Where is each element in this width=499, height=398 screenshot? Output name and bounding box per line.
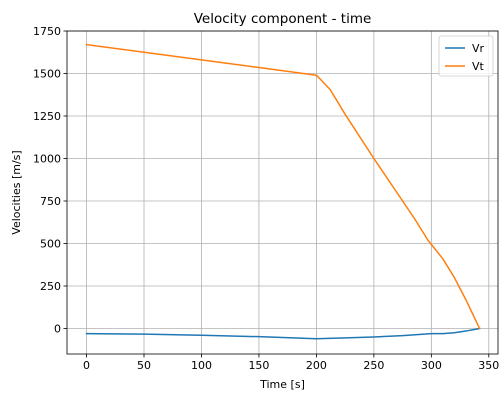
y-tick-label: 1250 [33,110,61,123]
legend-label-vr: Vr [472,42,485,55]
x-tick-label: 100 [191,359,212,372]
y-tick-label: 1750 [33,25,61,38]
grid [67,30,498,354]
series-line-vt [85,43,481,330]
x-tick-label: 300 [421,359,442,372]
legend-label-vt: Vt [472,60,485,73]
plot-frame [66,30,499,355]
y-axis-ticks: 0 250 500 750 1000 1250 1500 1750 [33,25,67,336]
chart-title: Velocity component - time [194,11,372,27]
series-line-vr [85,327,481,340]
x-tick-label: 200 [306,359,327,372]
legend-box [438,35,494,77]
y-tick-label: 500 [40,238,61,251]
legend: Vr Vt [438,35,494,77]
y-tick-label: 250 [40,280,61,293]
y-tick-label: 0 [54,323,61,336]
x-tick-label: 150 [248,359,269,372]
x-tick-label: 0 [83,359,90,372]
y-axis-label: Velocities [m/s] [10,150,23,234]
y-tick-label: 750 [40,195,61,208]
x-tick-label: 50 [137,359,151,372]
x-axis-label: Time [s] [259,378,305,391]
y-tick-label: 1500 [33,68,61,81]
x-tick-label: 250 [363,359,384,372]
series-lines [85,43,481,340]
y-tick-label: 1000 [33,153,61,166]
x-axis-ticks: 0 50 100 150 200 250 300 350 [83,354,499,372]
x-tick-label: 350 [478,359,499,372]
